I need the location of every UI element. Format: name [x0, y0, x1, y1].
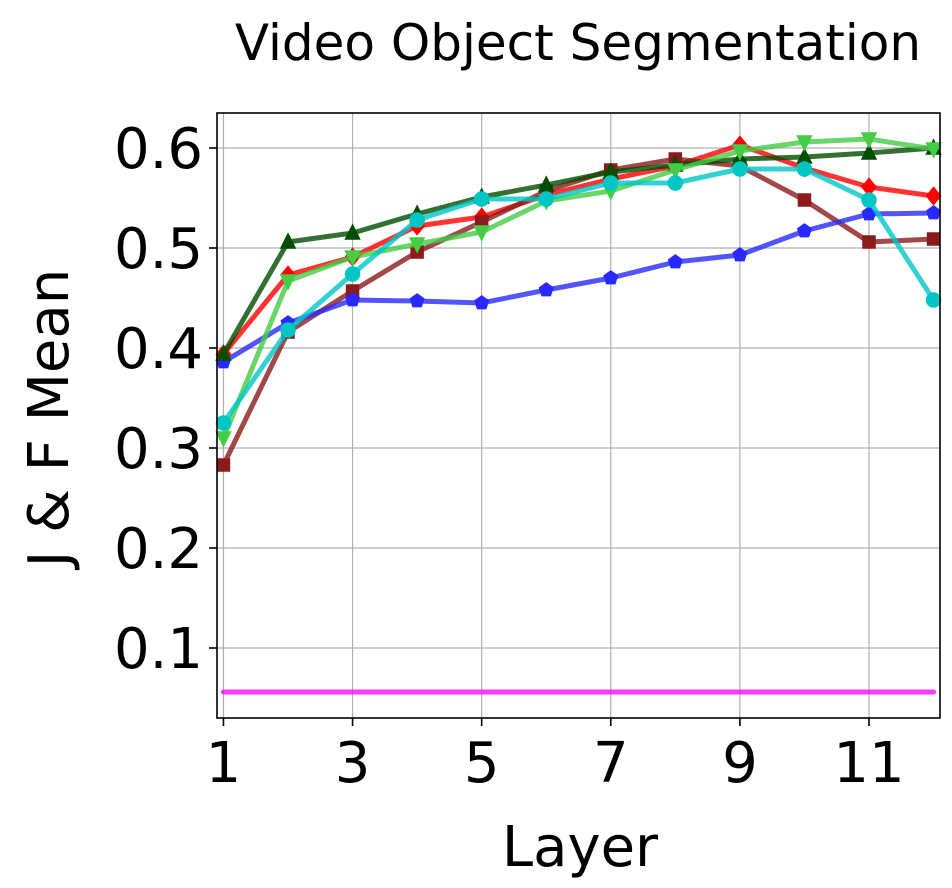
series-line [220, 145, 937, 357]
data-point [796, 223, 812, 238]
x-tick-label: 3 [335, 731, 371, 796]
data-point [860, 143, 878, 160]
series-line [220, 136, 937, 441]
chart-title: Video Object Segmentation [235, 14, 921, 72]
x-tick-label: 1 [206, 731, 242, 796]
data-point [473, 225, 490, 242]
data-point [797, 193, 812, 207]
y-tick-label: 0.3 [114, 417, 203, 482]
series-line [220, 210, 937, 365]
x-tick-label: 9 [722, 731, 758, 796]
data-point [344, 223, 361, 240]
data-point [925, 142, 942, 159]
data-point [215, 344, 232, 361]
data-point [280, 322, 296, 338]
data-point [861, 192, 877, 208]
data-point [926, 205, 942, 220]
data-point [925, 186, 942, 206]
y-tick-label: 0.1 [114, 617, 203, 682]
data-point [345, 292, 361, 307]
ticks: 1 3 5 7 9 11 0.1 0.2 0.3 0.4 0.5 0.6 [114, 117, 905, 796]
data-point [408, 237, 426, 254]
data-point [667, 254, 683, 269]
data-point [860, 132, 878, 149]
data-point [925, 292, 942, 308]
y-tick-label: 0.5 [114, 217, 203, 282]
series-3 [215, 205, 942, 369]
data-point [344, 266, 361, 282]
grid [217, 113, 940, 718]
y-tick-label: 0.6 [114, 117, 203, 182]
series-line [220, 156, 937, 468]
data-point [409, 293, 425, 308]
x-tick-label: 11 [833, 731, 904, 796]
data-point [279, 232, 297, 249]
series-line [220, 166, 937, 426]
data-point [344, 250, 361, 267]
x-tick-label: 5 [464, 731, 500, 796]
x-axis-label: Layer [502, 815, 659, 880]
data-point [732, 161, 748, 177]
data-point [862, 235, 876, 249]
series-6 [215, 161, 942, 431]
data-point [731, 144, 749, 161]
series-group [215, 132, 942, 695]
data-point [474, 295, 490, 310]
series-4 [215, 138, 942, 361]
data-point [538, 175, 555, 192]
series-1 [215, 135, 942, 364]
data-point [279, 274, 297, 291]
data-point [667, 175, 684, 191]
data-point [603, 175, 619, 191]
data-point [409, 212, 425, 228]
x-tick-label: 7 [593, 731, 629, 796]
data-point [215, 431, 232, 448]
data-point [796, 161, 813, 177]
y-axis-label: J & F Mean [17, 269, 82, 570]
plot-frame [216, 112, 941, 719]
data-point [926, 232, 941, 246]
data-point [216, 458, 231, 472]
y-tick-label: 0.2 [114, 517, 203, 582]
data-point [732, 247, 748, 262]
data-point [667, 163, 684, 180]
data-point [473, 191, 490, 207]
data-point [603, 270, 619, 285]
y-tick-label: 0.4 [114, 317, 203, 382]
data-point [538, 282, 554, 297]
data-point [215, 415, 232, 431]
data-point [538, 191, 554, 207]
data-point [796, 135, 813, 152]
